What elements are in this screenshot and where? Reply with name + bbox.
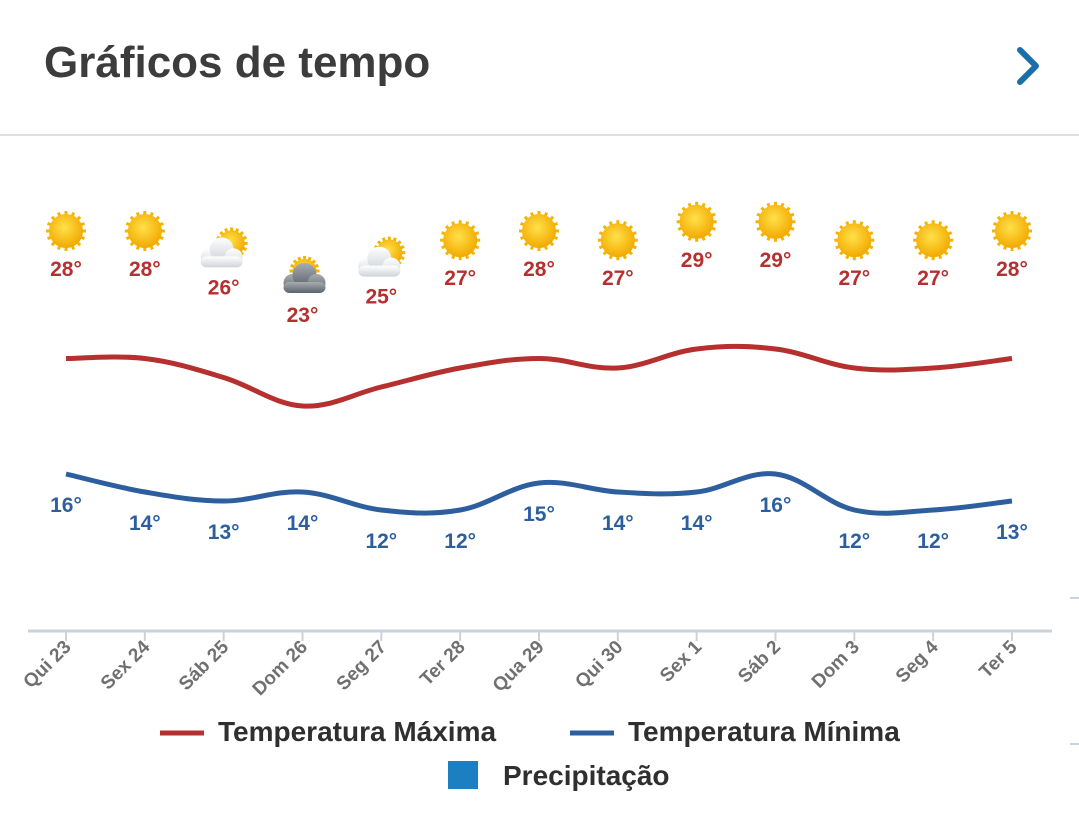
min-temp-label: 16°	[760, 494, 792, 517]
max-temp-label: 27°	[917, 267, 949, 290]
min-temp-label: 14°	[602, 512, 634, 535]
max-temp-label: 28°	[50, 258, 82, 281]
page-title: Gráficos de tempo	[44, 38, 431, 87]
cloudy-icon	[283, 256, 326, 293]
sun-icon	[755, 201, 796, 242]
legend-item[interactable]: Temperatura Máxima	[160, 716, 496, 747]
x-tick-label: Dom 26	[249, 637, 312, 700]
series-lines	[65, 343, 1013, 516]
weather-chart: 28° 28° 26° 23° 25° 27° 28° 27° 29° 29° 27° 27° 28° 1…	[20, 201, 1079, 791]
sun-icon	[46, 211, 86, 251]
sun-icon	[913, 220, 954, 261]
max-temp-label: 28°	[129, 258, 161, 281]
min-temp-label: 16°	[50, 494, 82, 517]
x-tick-label: Qui 30	[571, 637, 627, 693]
series-line-max	[65, 343, 1013, 409]
legend-item[interactable]: Temperatura Mínima	[570, 716, 900, 747]
sun-icon	[519, 211, 559, 251]
max-temp-label: 26°	[208, 276, 240, 299]
legend-label: Temperatura Mínima	[628, 716, 900, 747]
sun-icon	[834, 220, 875, 261]
chart-header: Gráficos de tempo	[0, 0, 1079, 136]
x-tick-label: Seg 27	[333, 637, 391, 695]
x-tick-labels: Qui 23 Sex 24 Sáb 25 Dom 26 Seg 27 Ter 28 Qua …	[20, 631, 1022, 700]
partly-cloudy-icon	[358, 236, 406, 277]
x-tick-label: Ter 28	[416, 637, 469, 690]
max-temp-label: 27°	[602, 267, 634, 290]
x-tick-label: Dom 3	[808, 637, 864, 693]
min-temp-label: 14°	[287, 512, 319, 535]
max-temp-label: 27°	[444, 267, 476, 290]
sun-icon	[992, 211, 1032, 251]
min-temp-label: 13°	[208, 521, 240, 544]
max-temp-label: 29°	[681, 249, 713, 272]
min-temp-label: 12°	[838, 530, 870, 553]
sun-icon	[440, 220, 481, 261]
min-temp-label: 14°	[129, 512, 161, 535]
x-tick-label: Ter 5	[976, 636, 1022, 682]
max-temp-label: 27°	[838, 267, 870, 290]
series-line-min	[65, 471, 1013, 516]
data-labels: 28° 28° 26° 23° 25° 27° 28° 27° 29° 29° 27° 27° 28° 1…	[50, 249, 1028, 553]
legend-label: Precipitação	[503, 760, 670, 791]
max-temp-label: 29°	[760, 249, 792, 272]
chevron-right-icon[interactable]	[1010, 44, 1046, 88]
min-temp-label: 14°	[681, 512, 713, 535]
max-temp-label: 23°	[287, 304, 319, 327]
min-temp-label: 15°	[523, 503, 555, 526]
legend-label: Temperatura Máxima	[218, 716, 496, 747]
min-temp-label: 12°	[365, 530, 397, 553]
weather-icons	[46, 201, 1032, 293]
x-tick-label: Qua 29	[489, 637, 549, 697]
legend: Temperatura Máxima Temperatura Mínima Prec…	[160, 716, 900, 791]
max-temp-label: 28°	[996, 258, 1028, 281]
sun-icon	[597, 220, 638, 261]
min-temp-label: 13°	[996, 521, 1028, 544]
sun-icon	[124, 211, 165, 251]
legend-item[interactable]: Precipitação	[448, 760, 670, 791]
x-tick-label: Sáb 2	[734, 637, 785, 688]
min-temp-label: 12°	[444, 530, 476, 553]
x-tick-label: Sáb 25	[175, 636, 233, 694]
partly-cloudy-icon	[200, 227, 248, 268]
max-temp-label: 25°	[365, 286, 397, 309]
max-temp-label: 28°	[523, 258, 555, 281]
min-temp-label: 12°	[917, 530, 949, 553]
x-tick-label: Sex 24	[97, 636, 155, 694]
sun-icon	[676, 201, 717, 242]
legend-swatch	[448, 761, 478, 789]
x-tick-label: Seg 4	[892, 636, 943, 687]
x-tick-label: Qui 23	[20, 637, 76, 693]
x-tick-label: Sex 1	[656, 636, 706, 686]
